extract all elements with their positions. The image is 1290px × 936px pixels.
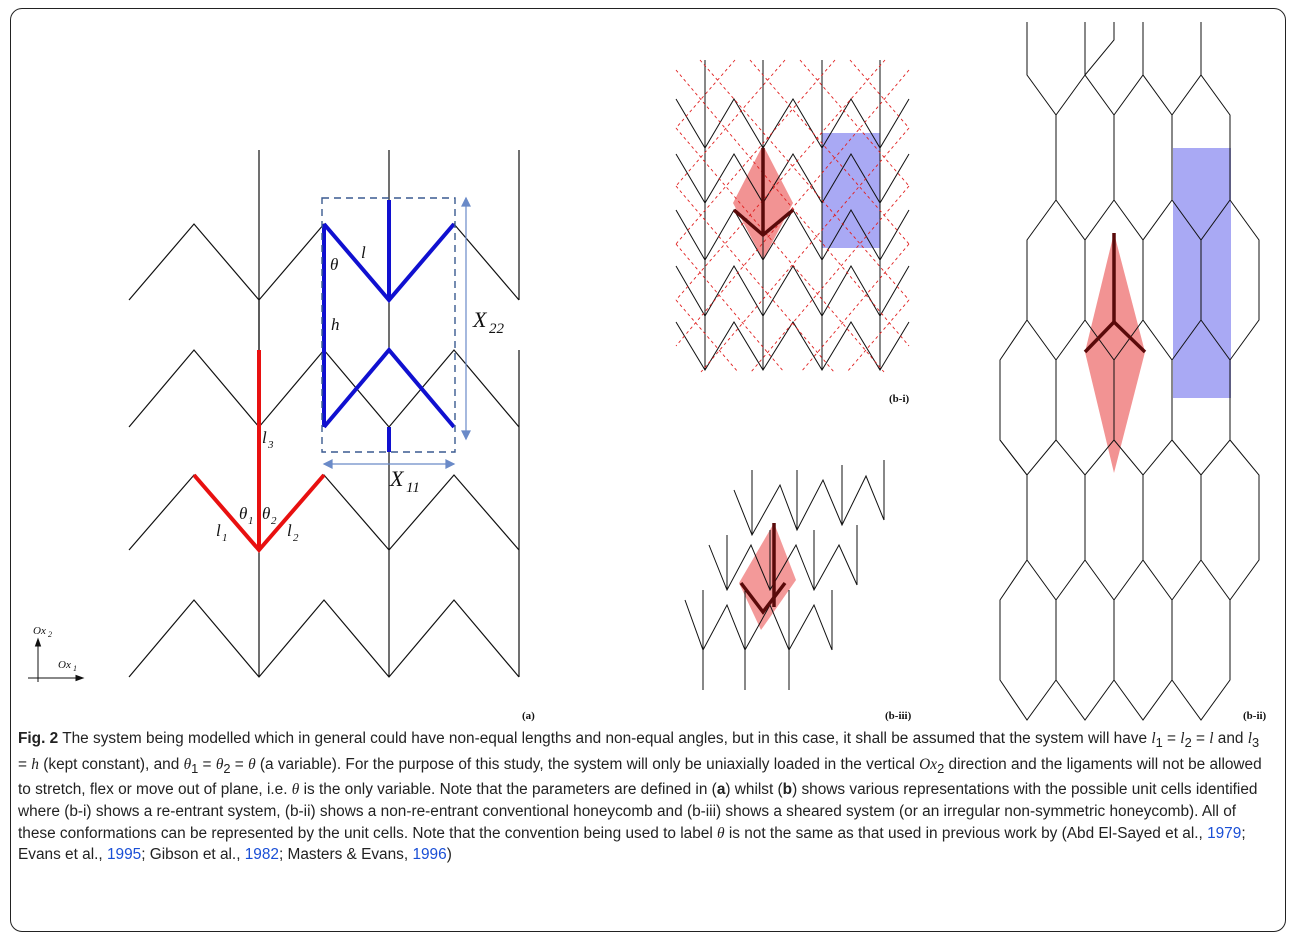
caption-symbol: l [1180,730,1185,747]
caption-symbol: θ [248,755,256,773]
figure-frame [10,8,1286,932]
label-theta1-sub: 1 [248,515,254,527]
caption-symbol: l [1209,730,1214,747]
label-ox1-sub: 1 [73,664,77,673]
unit-cell-dashed-box [321,197,456,453]
label-x11: X [389,466,405,491]
panel-tag-a: (a) [522,710,535,722]
caption-symbol: h [31,755,39,773]
panel-b-ii-conventional-honeycomb: (b-ii) [999,22,1267,722]
label-x11-sub: 11 [406,480,420,496]
caption-sub: 2 [1184,735,1192,751]
label-l: l [361,243,366,262]
citation-link-1995[interactable]: 1995 [106,846,142,864]
caption-text: = [18,755,32,773]
label-theta2: θ [262,504,270,523]
unit-cell-highlight-blue [322,200,456,452]
x11-dimension-arrow [322,459,456,469]
caption-symbol: θ [183,755,192,773]
caption-text: = [1162,730,1181,747]
unit-geometry-highlight-red [192,350,326,554]
label-theta: θ [330,255,338,274]
caption-sub: 2 [223,760,231,776]
label-ox1: Ox [58,659,71,671]
label-l1-sub: 1 [222,532,228,544]
caption-text: ) [446,846,452,864]
caption-text: ; Gibson et al., [141,846,245,864]
caption-sub: 3 [1252,735,1260,751]
citation-link-1996[interactable]: 1996 [412,846,447,864]
caption-sub: 1 [191,760,199,776]
label-l3-sub: 3 [267,439,274,451]
unit-cell-red-honeycomb [1085,233,1145,473]
figure-diagram: l θ h X 22 X 11 l 3 l 1 l 2 θ 1 θ 2 Ox 2… [28,22,1267,722]
panel-b-iii-sheared: (b-iii) [684,460,912,722]
caption-text: ; Evans et al., [18,824,1246,864]
label-l2-sub: 2 [293,532,299,544]
caption-text: direction and the ligaments will not be … [18,755,1262,799]
caption-sub: 2 [937,760,945,776]
figure-caption: Fig. 2 The system being modelled which i… [18,728,1268,866]
unit-cell-blue [822,133,880,248]
caption-text: = [230,755,249,773]
label-ox2-sub: 2 [48,630,52,639]
panel-tag-b-ii: (b-ii) [1243,710,1267,722]
label-l2: l [287,521,292,540]
unit-cell-red-sheared [739,523,796,630]
caption-symbol: θ [215,755,224,773]
panel-b-i-reentrant: (b-i) [675,59,910,405]
caption-text: (a variable). For the purpose of this st… [255,755,920,773]
panel-tag-b-iii: (b-iii) [885,710,912,722]
caption-text: ) whilst ( [725,781,783,799]
caption-text: ) shows various representations with the… [18,781,1258,842]
panel-tag-b-i: (b-i) [889,393,910,405]
caption-figure-label: Fig. 2 [18,730,59,747]
axes-indicator [28,637,85,682]
label-l1: l [216,521,221,540]
caption-text: is the only variable. Note that the para… [299,781,717,799]
caption-text: = [198,755,216,773]
caption-symbol: θ [717,824,725,842]
caption-text: ; Masters & Evans, [279,846,413,864]
label-theta2-sub: 2 [271,515,277,527]
label-ox2: Ox [33,625,46,637]
caption-text: and [1213,730,1248,747]
caption-sub: 1 [1155,735,1163,751]
caption-bold: b [782,781,793,799]
caption-symbol: l [1247,730,1253,747]
label-x22: X [472,307,488,332]
citation-link-1979[interactable]: 1979 [1207,824,1242,842]
caption-text: (kept constant), and [38,755,184,773]
zigzag-row-4 [128,599,520,678]
unit-cell-blue-honeycomb [1173,148,1231,398]
caption-text: The system being modelled which in gener… [58,730,1152,747]
label-h: h [331,315,340,334]
caption-bold: a [716,781,726,799]
label-l3: l [262,428,267,447]
caption-symbol: l [1151,730,1156,747]
caption-text: = [1191,730,1210,747]
caption-text: is not the same as that used in previous… [724,824,1208,842]
label-x22-sub: 22 [489,321,505,337]
caption-symbol: θ [291,781,300,799]
citation-link-1982[interactable]: 1982 [244,846,279,864]
label-theta1: θ [239,504,247,523]
x22-dimension-arrow [461,196,471,441]
caption-symbol: Ox [919,755,938,773]
zigzag-row-3 [128,474,520,551]
